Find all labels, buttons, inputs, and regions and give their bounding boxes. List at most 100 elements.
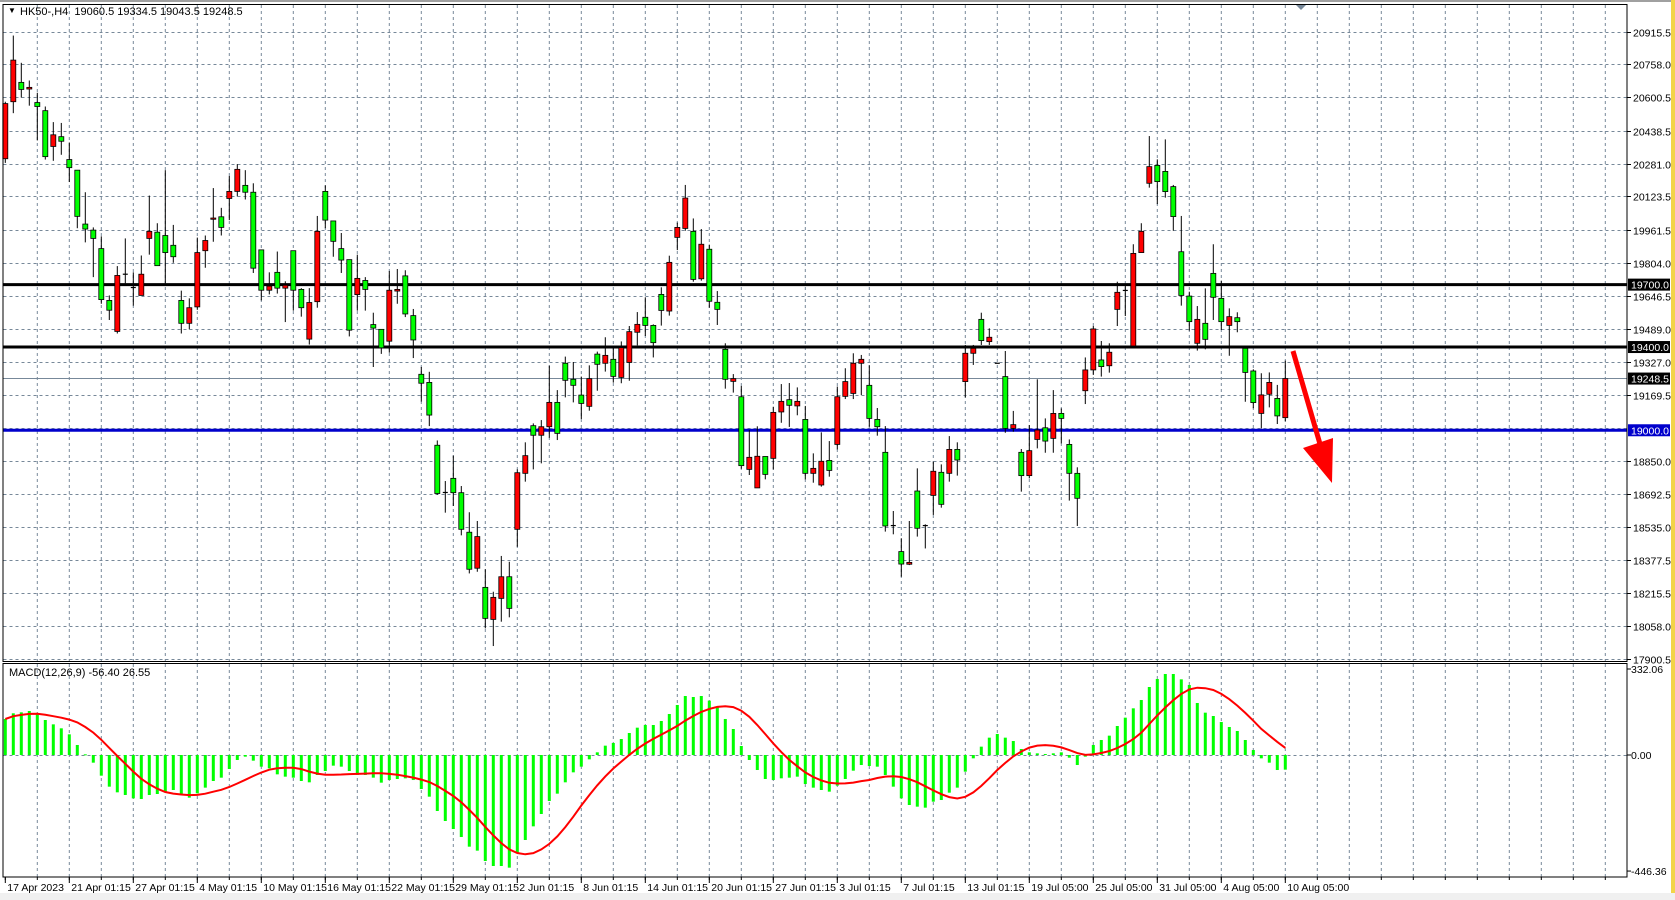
time-label: 22 May 01:15 xyxy=(391,882,455,894)
macd-histogram-bar xyxy=(875,755,879,767)
macd-histogram-bar xyxy=(763,755,767,779)
macd-histogram-bar xyxy=(1187,685,1191,755)
macd-histogram-bar xyxy=(259,755,263,767)
candle xyxy=(730,374,737,393)
time-label: 16 May 01:15 xyxy=(327,882,391,894)
price-tick-label: 18535.0 xyxy=(1633,523,1671,535)
macd-histogram-bar xyxy=(979,746,983,755)
macd-histogram-bar xyxy=(203,755,207,788)
macd-histogram-bar xyxy=(1235,731,1239,755)
macd-histogram-bar xyxy=(195,755,199,794)
price-tick-label: 19327.0 xyxy=(1633,358,1671,370)
price-tick-label: 20438.5 xyxy=(1633,127,1671,139)
macd-histogram-bar xyxy=(443,755,447,821)
candle-body xyxy=(226,190,233,199)
arrow-head-icon[interactable] xyxy=(1303,438,1333,483)
macd-histogram-bar xyxy=(779,755,783,779)
candle-body xyxy=(818,460,825,486)
candle xyxy=(482,569,489,629)
candle xyxy=(330,220,337,257)
candle xyxy=(90,227,97,278)
candle xyxy=(1098,341,1105,377)
candle-body xyxy=(434,444,441,494)
candle xyxy=(850,353,857,400)
macd-histogram-bar xyxy=(1203,712,1207,755)
candle-body xyxy=(162,235,169,253)
candle-body xyxy=(266,285,273,291)
candle-body xyxy=(322,190,329,221)
candle-body xyxy=(10,59,17,103)
macd-histogram-bar xyxy=(867,755,871,766)
candle xyxy=(898,538,905,577)
macd-histogram-bar xyxy=(931,755,935,802)
time-label: 17 Apr 2023 xyxy=(7,882,64,894)
candle xyxy=(370,312,377,368)
candle-body xyxy=(1218,297,1225,323)
window-edge xyxy=(1671,0,1675,893)
macd-histogram-bar xyxy=(531,755,535,827)
macd-histogram-bar xyxy=(595,752,599,755)
macd-histogram-bar xyxy=(67,734,71,755)
macd-histogram-bar xyxy=(3,718,7,755)
candle-body xyxy=(1106,351,1113,367)
macd-histogram-bar xyxy=(1155,679,1159,755)
candle xyxy=(26,80,33,106)
macd-histogram-bar xyxy=(683,696,687,755)
chart-shift-marker-icon[interactable] xyxy=(1296,5,1306,10)
candle xyxy=(762,456,769,480)
macd-histogram-bar xyxy=(619,739,623,755)
candle-body xyxy=(378,328,385,349)
candle-body xyxy=(746,456,753,470)
price-tick-label: 18692.5 xyxy=(1633,490,1671,502)
horizontal-lines[interactable] xyxy=(3,283,1628,432)
candle xyxy=(698,229,705,281)
candle-body xyxy=(786,399,793,406)
candlestick-series xyxy=(2,35,1289,647)
candle-body xyxy=(290,250,297,291)
down-arrow-annotation[interactable] xyxy=(1290,350,1333,483)
candle-body xyxy=(1258,394,1265,414)
candle xyxy=(394,269,401,304)
candle-body xyxy=(1050,413,1057,439)
macd-histogram-bar xyxy=(1107,735,1111,755)
candle xyxy=(146,195,153,255)
macd-histogram-bar xyxy=(187,755,191,798)
macd-histogram-bar xyxy=(843,755,847,779)
arrow-shaft[interactable] xyxy=(1290,350,1323,445)
macd-histogram-bar xyxy=(611,742,615,755)
candle xyxy=(138,255,145,296)
candle-body xyxy=(354,277,361,296)
macd-histogram-bar xyxy=(1251,750,1255,755)
candle-body xyxy=(1034,429,1041,440)
macd-histogram-bar xyxy=(707,700,711,755)
candle xyxy=(506,561,513,618)
candle-body xyxy=(74,169,81,217)
candle-body xyxy=(498,576,505,599)
macd-histogram-bar xyxy=(211,755,215,781)
candle-body xyxy=(586,378,593,407)
candle-body xyxy=(370,324,377,329)
price-label-19400.0: 19400.0 xyxy=(1631,342,1669,354)
macd-histogram-bar xyxy=(947,755,951,793)
macd-panel-border xyxy=(2,663,1628,878)
candle xyxy=(1074,467,1081,526)
triangle-down-icon[interactable]: ▼ xyxy=(8,6,16,15)
candle xyxy=(754,426,761,489)
macd-histogram-bar xyxy=(363,755,367,775)
candle-body xyxy=(98,248,105,300)
macd-histogram-bar xyxy=(27,711,31,755)
time-label: 7 Jul 01:15 xyxy=(903,882,955,894)
candle xyxy=(1050,390,1057,453)
candle-body xyxy=(34,102,41,107)
macd-histogram-bar xyxy=(131,755,135,799)
price-tick-label: 18215.5 xyxy=(1633,589,1671,601)
macd-histogram-bar xyxy=(1275,755,1279,771)
macd-histogram-bar xyxy=(563,755,567,783)
candle-body xyxy=(770,411,777,459)
candle xyxy=(474,520,481,572)
candle-body xyxy=(274,271,281,289)
macd-histogram-bar xyxy=(387,755,391,781)
macd-histogram-bar xyxy=(787,755,791,778)
candle xyxy=(1026,425,1033,479)
